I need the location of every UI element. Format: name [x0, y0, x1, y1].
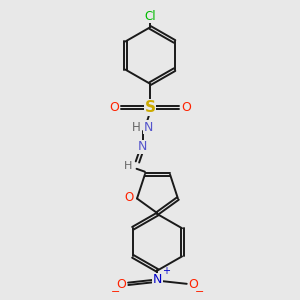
Text: O: O — [124, 190, 134, 203]
Text: S: S — [145, 100, 155, 115]
Text: O: O — [117, 278, 127, 291]
Text: Cl: Cl — [144, 10, 156, 22]
Text: −: − — [110, 287, 120, 297]
Text: N: N — [144, 121, 153, 134]
Text: O: O — [188, 278, 198, 291]
Text: N: N — [153, 274, 162, 286]
Text: +: + — [162, 266, 170, 276]
Text: H: H — [124, 161, 133, 171]
Text: −: − — [195, 287, 205, 297]
Text: O: O — [181, 101, 191, 114]
Text: H: H — [132, 121, 141, 134]
Text: O: O — [109, 101, 119, 114]
Text: N: N — [138, 140, 147, 153]
